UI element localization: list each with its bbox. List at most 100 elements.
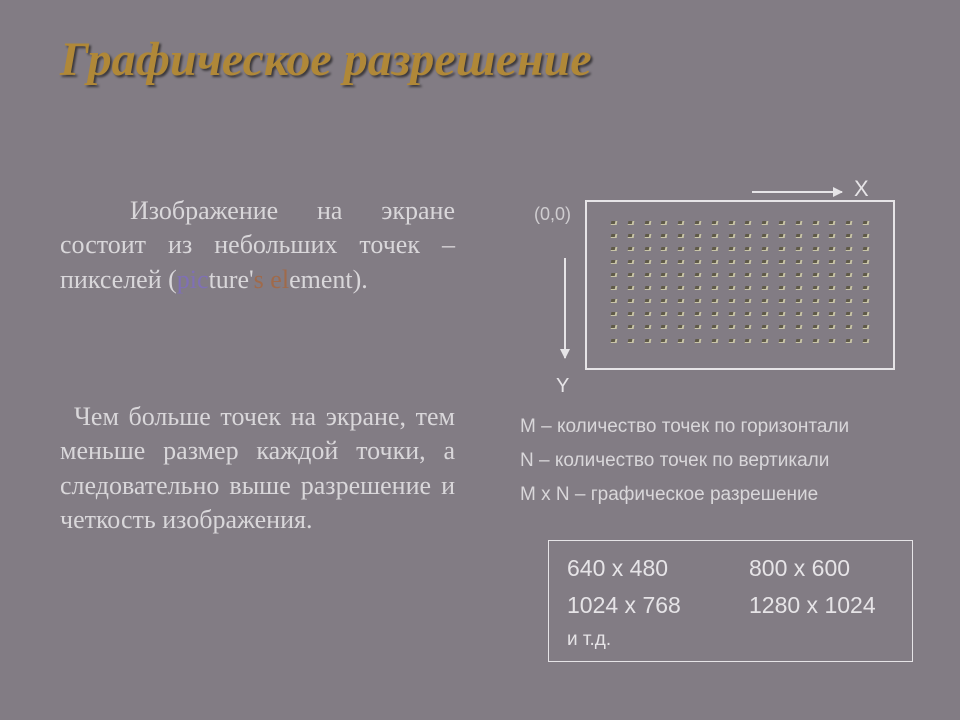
pixel-dot [745, 247, 752, 251]
pixel-dot [644, 299, 651, 303]
pixel-dot [829, 325, 836, 329]
pixel-dot [795, 234, 802, 238]
pixel-dot [846, 260, 853, 264]
pixel-dot [711, 247, 718, 251]
pixel-dot [762, 234, 769, 238]
pixel-row [611, 242, 869, 255]
paragraph-2: Чем больше точек на экране, тем меньше р… [60, 400, 455, 537]
pixel-dot [627, 247, 634, 251]
pixel-dot [812, 312, 819, 316]
pixel-dot [711, 325, 718, 329]
pixel-dot [762, 260, 769, 264]
pixel-dot [812, 260, 819, 264]
pixel-dot [711, 221, 718, 225]
pixel-dot [611, 286, 618, 290]
pixel-dot [611, 260, 618, 264]
pixel-dot [627, 312, 634, 316]
pixel-dot [812, 299, 819, 303]
pixel-dot [728, 312, 735, 316]
pixel-dot [846, 339, 853, 343]
pixel-dot [728, 273, 735, 277]
pixel-dot [863, 299, 870, 303]
pixel-dot [745, 234, 752, 238]
pixel-dot [711, 339, 718, 343]
pixel-dot [795, 312, 802, 316]
x-axis-label: X [854, 176, 869, 202]
pixel-dot [695, 260, 702, 264]
pixel-dot [695, 286, 702, 290]
pixel-dot [695, 221, 702, 225]
pixel-dot [863, 247, 870, 251]
pixel-row [611, 216, 869, 229]
pixel-dot [795, 299, 802, 303]
pixel-dot [678, 325, 685, 329]
pixel-dot [611, 273, 618, 277]
pixel-dot [627, 221, 634, 225]
pixel-dot [795, 247, 802, 251]
pixel-dot [644, 260, 651, 264]
pixel-dot [611, 325, 618, 329]
pixel-dot [611, 221, 618, 225]
pixel-dot [695, 299, 702, 303]
pixel-dot [695, 312, 702, 316]
pixel-dot [661, 339, 668, 343]
pixel-dot [779, 221, 786, 225]
pixel-grid [611, 216, 869, 354]
pixel-dot [745, 273, 752, 277]
pixel-dot [661, 221, 668, 225]
pixel-dot [661, 260, 668, 264]
pixel-dot [762, 299, 769, 303]
p1-el: el [270, 265, 289, 294]
pixel-grid-frame [585, 200, 895, 370]
pixel-dot [678, 234, 685, 238]
pixel-dot [678, 273, 685, 277]
y-axis-arrow [564, 258, 566, 358]
pixel-dot [611, 339, 618, 343]
pixel-dot [812, 339, 819, 343]
pixel-dot [795, 260, 802, 264]
pixel-dot [627, 286, 634, 290]
pixel-dot [745, 260, 752, 264]
pixel-dot [829, 339, 836, 343]
pixel-dot [627, 339, 634, 343]
pixel-dot [762, 273, 769, 277]
pixel-dot [846, 247, 853, 251]
pixel-dot [644, 221, 651, 225]
pixel-dot [779, 273, 786, 277]
pixel-dot [863, 221, 870, 225]
resolutions-box: 640 x 480 800 х 600 1024 x 768 1280 x 10… [548, 540, 913, 662]
pixel-dot [678, 260, 685, 264]
res-800x600: 800 х 600 [749, 555, 850, 582]
pixel-row [611, 308, 869, 321]
pixel-dot [779, 234, 786, 238]
res-640x480: 640 x 480 [567, 555, 715, 582]
pixel-dot [728, 339, 735, 343]
pixel-dot [829, 260, 836, 264]
pixel-dot [661, 234, 668, 238]
pixel-dot [661, 286, 668, 290]
pixel-dot [678, 286, 685, 290]
pixel-dot [846, 273, 853, 277]
x-axis-arrow [752, 191, 842, 193]
pixel-dot [627, 273, 634, 277]
pixel-dot [863, 286, 870, 290]
pixel-dot [762, 325, 769, 329]
pixel-dot [762, 339, 769, 343]
pixel-dot [711, 273, 718, 277]
pixel-dot [846, 286, 853, 290]
pixel-row [611, 282, 869, 295]
pixel-dot [611, 299, 618, 303]
pixel-row [611, 255, 869, 268]
pixel-dot [846, 221, 853, 225]
legend-mn: M x N – графическое разрешение [520, 478, 849, 512]
pixel-dot [863, 273, 870, 277]
pixel-dot [846, 325, 853, 329]
paragraph-1: Изображение на экране состоит из небольш… [60, 194, 455, 297]
pixel-dot [762, 286, 769, 290]
pixel-dot [812, 221, 819, 225]
pixel-dot [829, 234, 836, 238]
pixel-dot [812, 234, 819, 238]
pixel-dot [863, 234, 870, 238]
pixel-dot [745, 299, 752, 303]
pixel-dot [611, 312, 618, 316]
